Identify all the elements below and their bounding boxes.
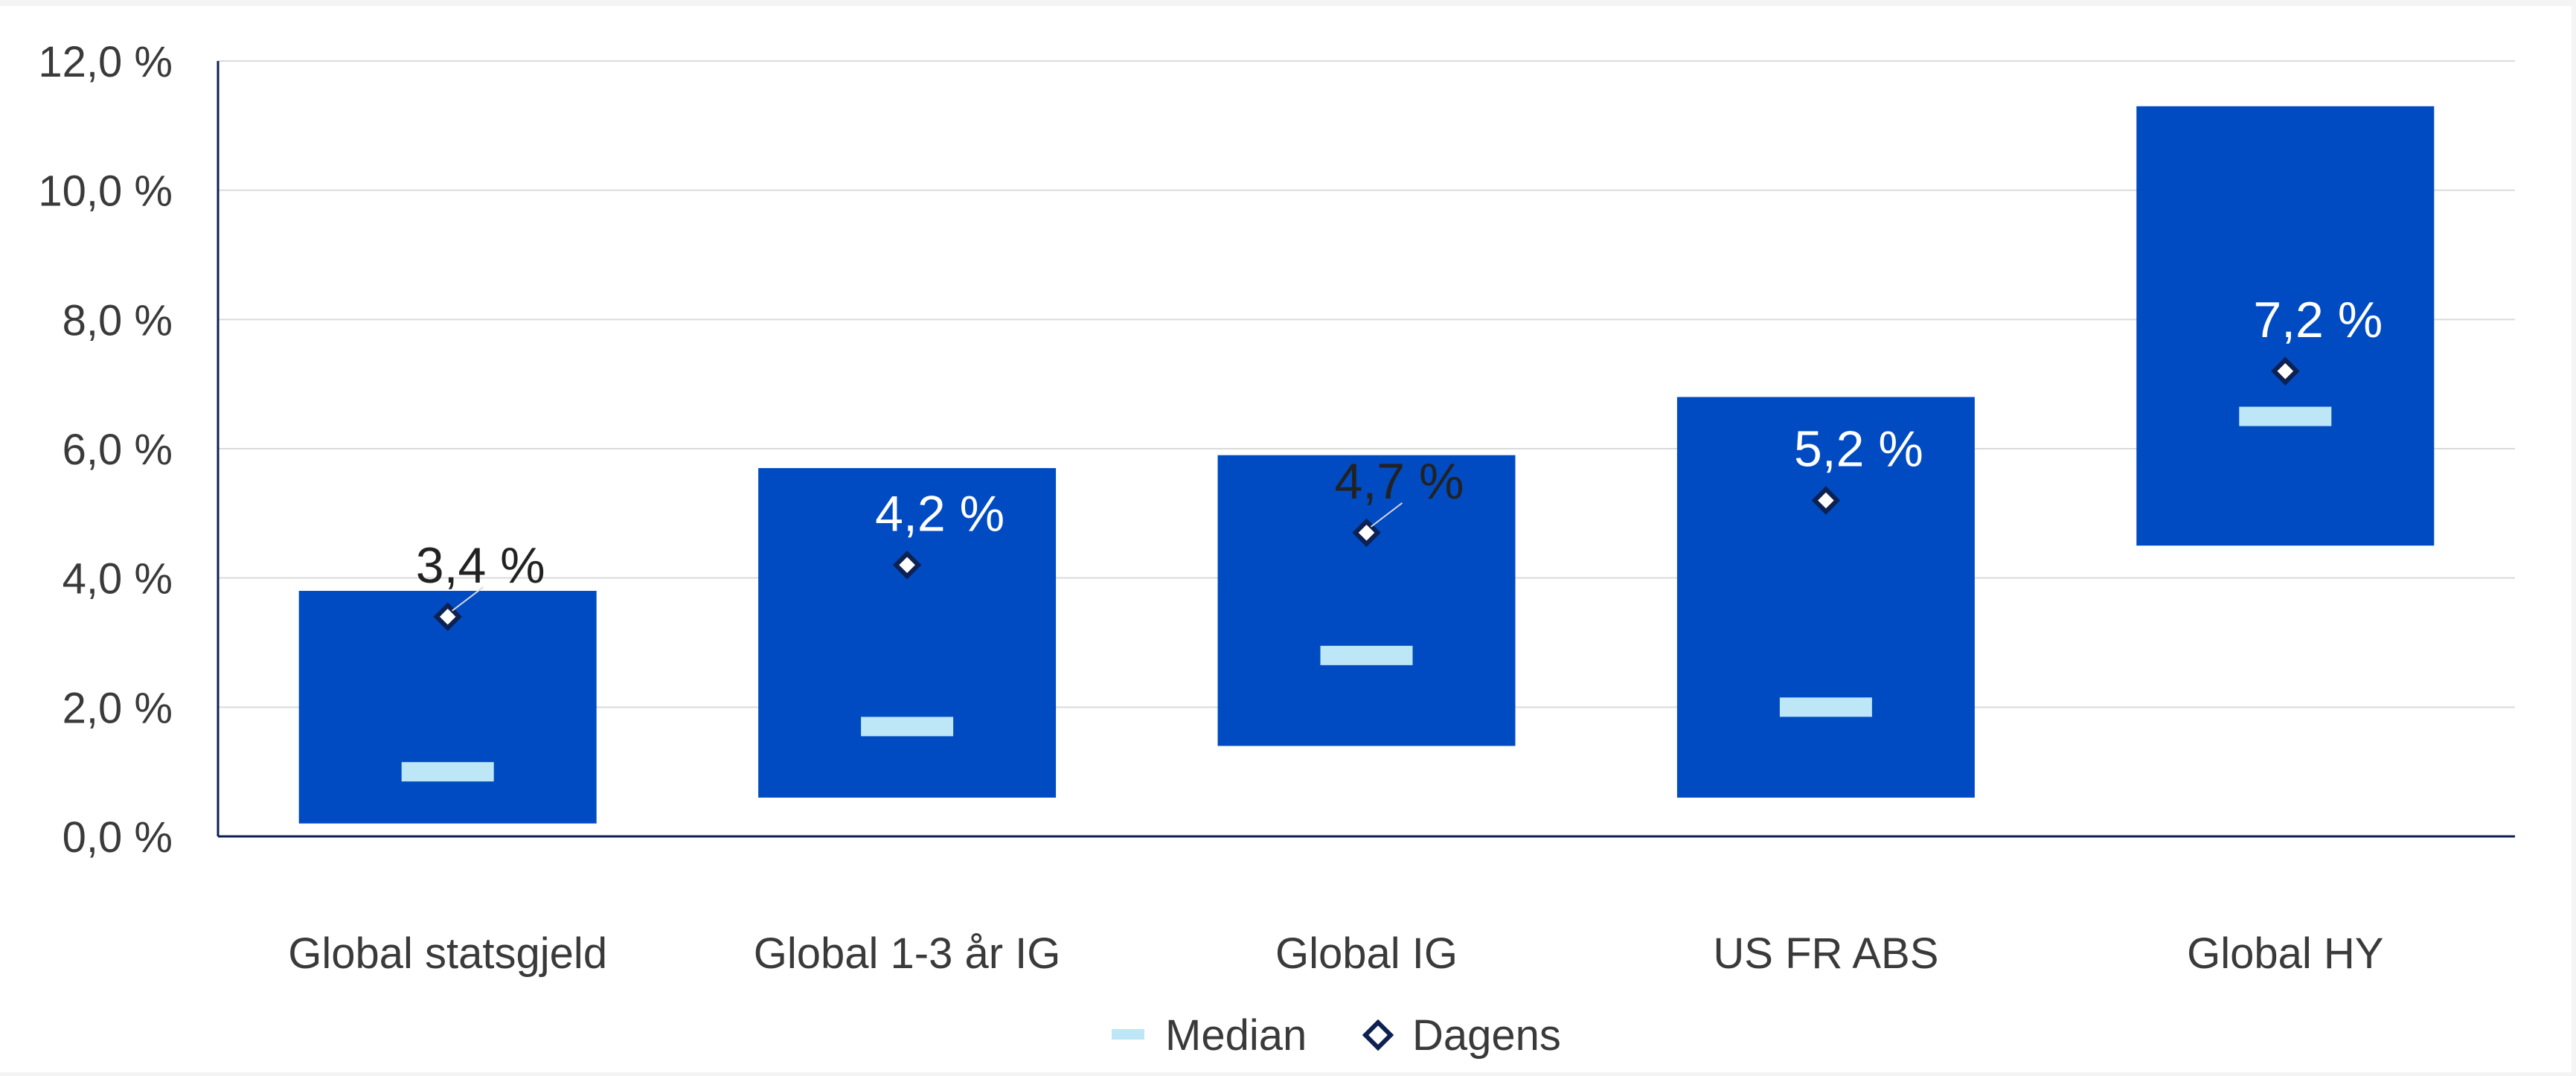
current-marker [1811,486,1841,515]
x-category-label: Global IG [1275,929,1458,978]
y-tick-label: 10,0 % [38,167,173,216]
current-markers [433,356,2300,632]
median-marker [401,762,494,782]
median-marker [1320,645,1413,665]
current-marker [1352,518,1381,548]
y-tick-label: 12,0 % [38,38,173,86]
data-label-leader [1370,502,1403,528]
data-labels: 3,4 % 4,2 % 4,7 % 5,2 % 7,2 % [416,292,2383,612]
median-marker [1779,697,1872,717]
current-marker [2271,356,2300,386]
legend-dagens-icon [1362,1019,1394,1051]
data-label: 5,2 % [1794,420,1923,477]
range-bar [758,468,1057,798]
range-bars [298,106,2435,824]
y-tick-label: 2,0 % [63,684,173,732]
range-bar [2136,106,2435,546]
median-markers [401,406,2332,782]
data-label: 4,7 % [1335,453,1464,510]
y-tick-label: 8,0 % [63,296,173,345]
gridlines [218,60,2515,708]
y-tick-label: 6,0 % [63,426,173,474]
range-bar [1676,397,1975,798]
legend-median-swatch [1112,1029,1144,1040]
y-axis-ticks: 0,0 % 2,0 % 4,0 % 6,0 % 8,0 % 10,0 % 12,0 % [38,38,173,862]
chart-card: 0,0 % 2,0 % 4,0 % 6,0 % 8,0 % 10,0 % 12,0 % 3,4… [0,6,2572,1072]
legend: Median Dagens [1112,1011,1561,1060]
current-marker [433,602,462,632]
x-category-label: Global statsgjeld [288,929,607,978]
data-label-leader [452,586,484,612]
data-label: 7,2 % [2253,292,2383,348]
data-label: 3,4 % [416,537,545,594]
y-tick-label: 0,0 % [63,813,173,862]
range-chart: 0,0 % 2,0 % 4,0 % 6,0 % 8,0 % 10,0 % 12,0 % 3,4… [38,38,2515,1060]
range-bar [1217,455,1516,746]
x-category-label: Global 1-3 år IG [754,929,1061,978]
data-label: 4,2 % [875,485,1005,542]
x-axis-categories: Global statsgjeld Global 1-3 år IG Global … [288,929,2383,978]
x-category-label: Global HY [2187,929,2383,978]
x-category-label: US FR ABS [1713,929,1938,978]
legend-dagens-label: Dagens [1412,1011,1561,1060]
median-marker [861,717,954,737]
median-marker [2239,406,2332,426]
y-tick-label: 4,0 % [63,555,173,603]
legend-median-label: Median [1165,1011,1307,1060]
current-marker [892,551,922,580]
